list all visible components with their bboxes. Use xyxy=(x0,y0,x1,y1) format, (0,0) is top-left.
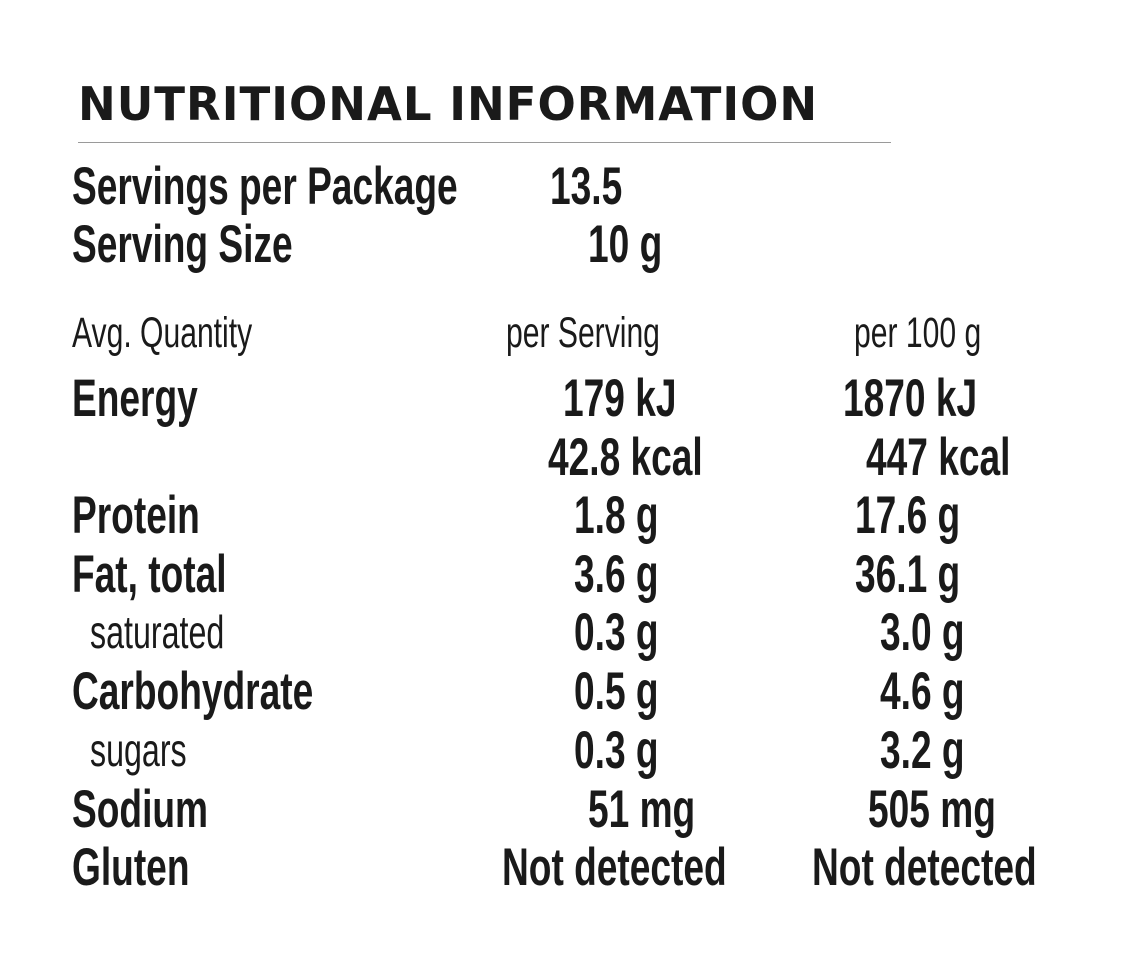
title-divider xyxy=(78,142,891,143)
servings-per-package-value: 13.5 xyxy=(550,157,623,216)
row-energy-kcal-per-serving: 42.8 kcal xyxy=(548,428,703,487)
row-carbohydrate-per-serving: 0.5 g xyxy=(574,662,659,721)
row-label-carbohydrate: Carbohydrate xyxy=(72,662,314,721)
row-energy-kcal-per-100g: 447 kcal xyxy=(866,428,1011,487)
row-energy-kj-per-serving: 179 kJ xyxy=(563,369,677,428)
header-per-100g: per 100 g xyxy=(854,309,982,357)
row-label-fat-total: Fat, total xyxy=(72,545,227,604)
row-label-gluten: Gluten xyxy=(72,838,190,897)
row-saturated-per-100g: 3.0 g xyxy=(880,603,965,662)
row-gluten-per-100g: Not detected xyxy=(812,838,1037,897)
row-label-sugars: sugars xyxy=(90,724,187,776)
row-carbohydrate-per-100g: 4.6 g xyxy=(880,662,965,721)
serving-size-label: Serving Size xyxy=(72,215,293,274)
row-protein-per-100g: 17.6 g xyxy=(855,486,961,545)
row-label-protein: Protein xyxy=(72,486,200,545)
page-title: NUTRITIONAL INFORMATION xyxy=(78,77,819,131)
row-fat-total-per-100g: 36.1 g xyxy=(855,545,961,604)
row-gluten-per-serving: Not detected xyxy=(502,838,727,897)
serving-size-value: 10 g xyxy=(588,215,663,274)
row-energy-kj-per-100g: 1870 kJ xyxy=(843,369,978,428)
servings-per-package-label: Servings per Package xyxy=(72,157,458,216)
row-label-energy: Energy xyxy=(72,369,198,428)
row-label-saturated: saturated xyxy=(90,606,225,658)
row-sodium-per-100g: 505 mg xyxy=(868,780,996,839)
header-avg-quantity: Avg. Quantity xyxy=(72,309,253,357)
row-sugars-per-100g: 3.2 g xyxy=(880,721,965,780)
row-protein-per-serving: 1.8 g xyxy=(574,486,659,545)
row-label-sodium: Sodium xyxy=(72,780,209,839)
row-sugars-per-serving: 0.3 g xyxy=(574,721,659,780)
row-fat-total-per-serving: 3.6 g xyxy=(574,545,659,604)
row-saturated-per-serving: 0.3 g xyxy=(574,603,659,662)
row-sodium-per-serving: 51 mg xyxy=(588,780,696,839)
header-per-serving: per Serving xyxy=(506,309,660,357)
